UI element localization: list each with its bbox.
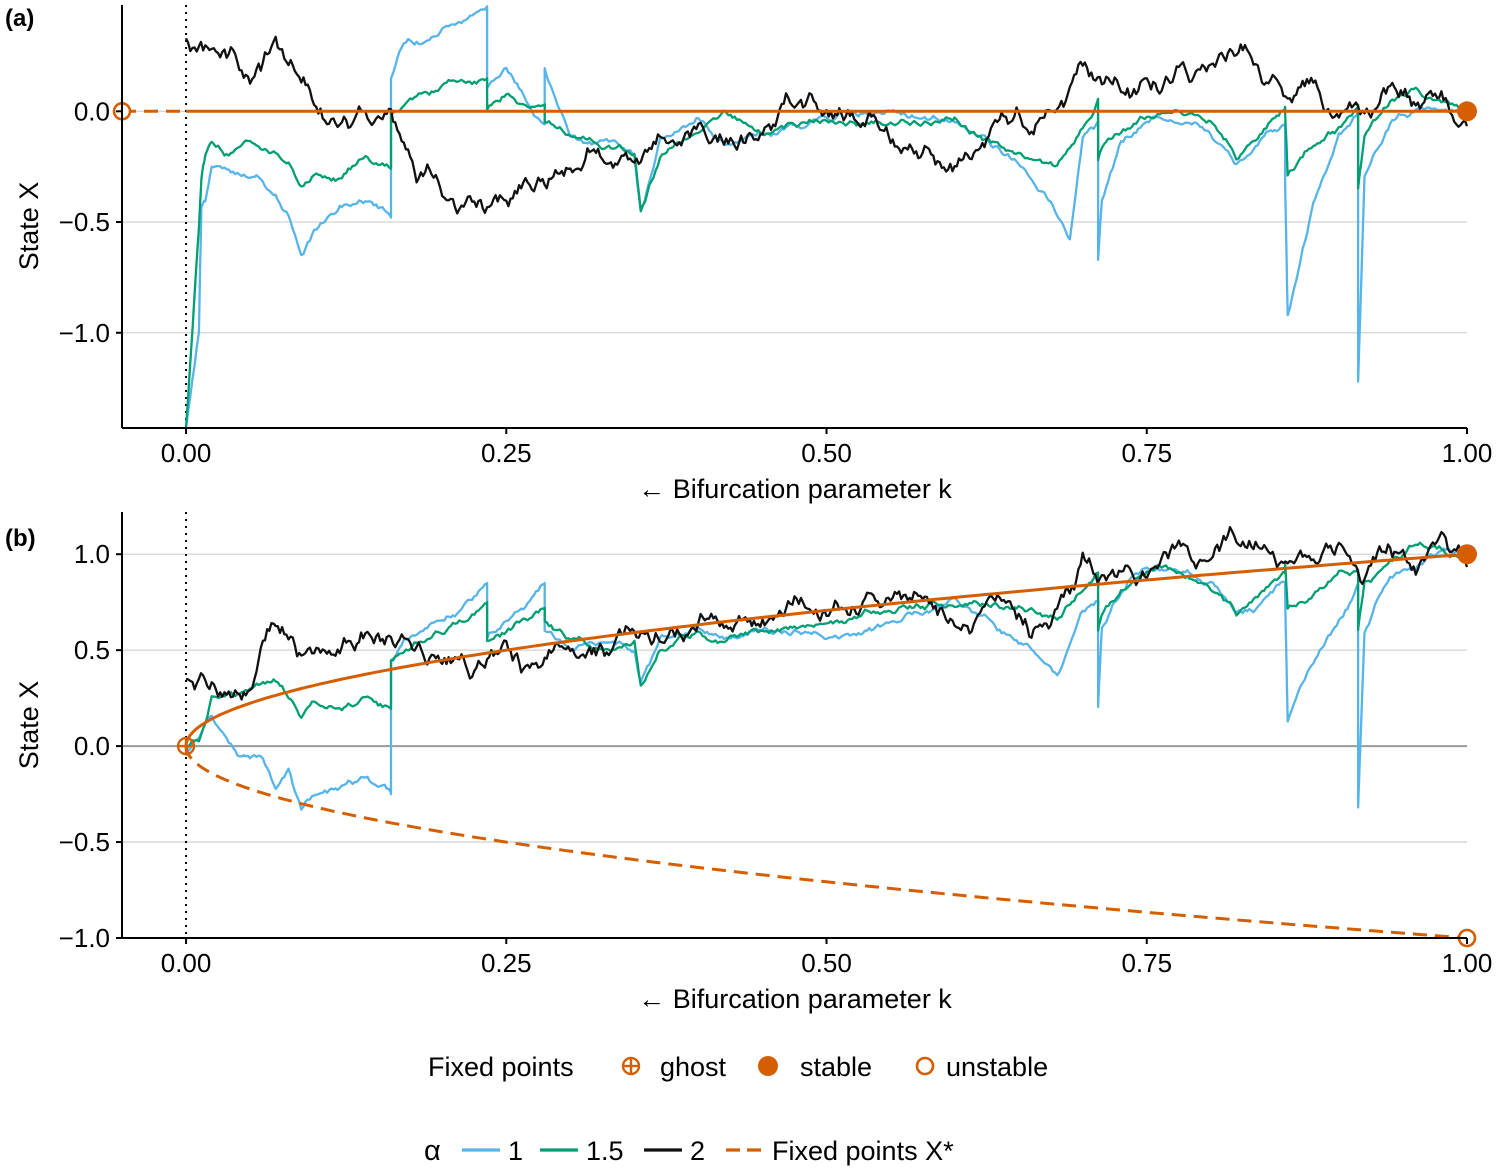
panel-a-label: (a) — [5, 5, 34, 32]
panel-b-fixed-point-markers — [176, 544, 1477, 948]
legend-fixed-points: Fixed points ghost stable unstable — [428, 1052, 1048, 1082]
x-tick-label: 1.00 — [1442, 438, 1493, 468]
legend-alpha-title: α — [424, 1135, 441, 1167]
panel-a: 0.0 −0.5 −1.0 0.00 0.25 0.50 0.75 1.00 (a) Stat… — [5, 5, 1492, 504]
x-tick-label: 0.50 — [801, 438, 852, 468]
panel-a-ticks: 0.0 −0.5 −1.0 0.00 0.25 0.50 0.75 1.00 — [59, 96, 1493, 468]
legend-stable-marker-icon — [758, 1056, 778, 1076]
panel-a-ylabel: State X — [14, 182, 44, 271]
y-tick-label: −1.0 — [59, 318, 110, 348]
panel-b-fixed-point-curves — [184, 552, 1468, 940]
panel-b-axes — [121, 512, 1467, 939]
panel-b-xlabel: ← Bifurcation parameter k — [638, 984, 952, 1014]
panel-b-grid — [122, 553, 1467, 939]
panel-a-xlabel: ← Bifurcation parameter k — [638, 474, 952, 504]
legend-unstable-label: unstable — [946, 1052, 1048, 1082]
series-line-alpha_2 — [184, 35, 1469, 215]
legend-alpha-2-label: 2 — [690, 1136, 705, 1166]
x-tick-label: 0.25 — [481, 948, 532, 978]
panel-b: 1.0 0.5 0.0 −0.5 −1.0 0.00 0.25 0.50 0.75 1.00 (b… — [5, 512, 1492, 1014]
legend-ghost-marker-icon — [621, 1056, 641, 1076]
y-tick-label: 1.0 — [74, 539, 110, 569]
panel-a-axes — [121, 5, 1467, 429]
y-tick-label: 0.0 — [74, 731, 110, 761]
legend-unstable-marker-icon — [915, 1056, 935, 1076]
panel-b-ylabel: State X — [14, 681, 44, 770]
legend-alpha-1-label: 1 — [508, 1136, 523, 1166]
series-line-alpha_2 — [185, 526, 1469, 701]
series-line-alpha_1 — [184, 5, 1468, 429]
series-line-alpha_1_5 — [185, 541, 1468, 751]
legend-fixed-points-line-label: Fixed points X* — [772, 1136, 954, 1166]
panel-b-label: (b) — [5, 525, 36, 552]
y-tick-label: 0.5 — [74, 635, 110, 665]
legend-ghost-label: ghost — [660, 1052, 727, 1082]
ghost-fixed-point-marker — [176, 736, 196, 756]
stable-fixed-point-marker — [1457, 544, 1477, 565]
fixed-point-curve-solid — [184, 552, 1468, 747]
y-tick-label: −1.0 — [59, 923, 110, 953]
panel-b-series — [184, 526, 1469, 811]
panel-b-ticks: 1.0 0.5 0.0 −0.5 −1.0 0.00 0.25 0.50 0.75 1.00 — [59, 539, 1493, 978]
legend-fixed-points-title: Fixed points — [428, 1052, 574, 1082]
x-tick-label: 0.75 — [1121, 438, 1172, 468]
y-tick-label: 0.0 — [74, 96, 110, 126]
x-tick-label: 0.25 — [481, 438, 532, 468]
stable-fixed-point-marker — [1457, 101, 1477, 122]
series-line-alpha_1 — [184, 546, 1468, 811]
x-tick-label: 1.00 — [1442, 948, 1493, 978]
fixed-point-curve-dashed — [184, 745, 1468, 940]
legend-alpha-1-5-label: 1.5 — [586, 1136, 624, 1166]
y-tick-label: −0.5 — [59, 207, 110, 237]
legend-alpha: α 1 1.5 2 Fixed points X* — [424, 1135, 954, 1167]
y-tick-label: −0.5 — [59, 827, 110, 857]
panel-a-series — [184, 5, 1469, 429]
x-tick-label: 0.75 — [1121, 948, 1172, 978]
x-tick-label: 0.00 — [161, 438, 212, 468]
legend-stable-label: stable — [800, 1052, 872, 1082]
x-tick-label: 0.50 — [801, 948, 852, 978]
x-tick-label: 0.00 — [161, 948, 212, 978]
